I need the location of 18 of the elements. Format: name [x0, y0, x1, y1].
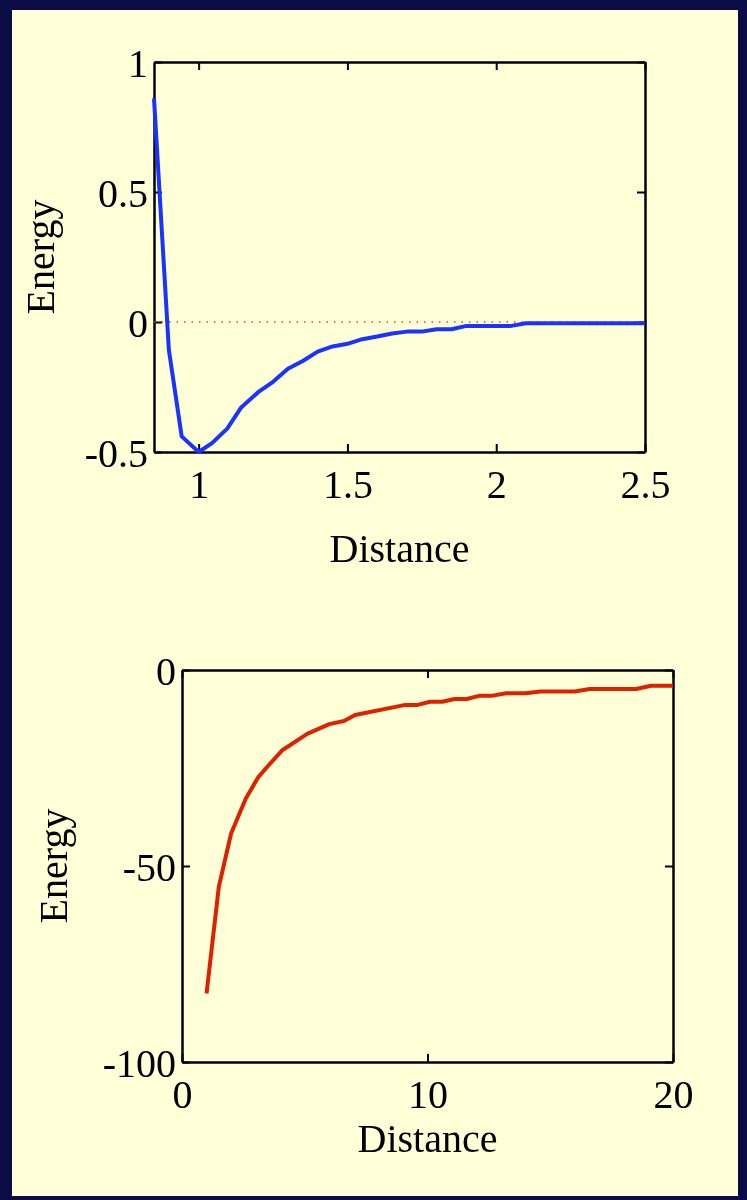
- y-tick-label: -100: [102, 1040, 176, 1086]
- x-tick-label: 1: [189, 462, 210, 508]
- x-tick-label: 20: [653, 1072, 694, 1118]
- x-tick-label: 2.5: [620, 462, 671, 508]
- x-tick-label: 10: [408, 1072, 448, 1118]
- x-axis-title: Distance: [357, 1116, 498, 1161]
- line-series: [204, 683, 675, 996]
- y-tick-label: 1: [128, 40, 148, 86]
- y-tick-label: 0.5: [98, 170, 148, 216]
- y-axis-title: Energy: [31, 808, 76, 924]
- x-tick-label: 1.5: [322, 462, 373, 508]
- x-axis-title: Distance: [329, 526, 470, 571]
- y-tick-label: 0: [156, 648, 176, 694]
- y-axis-title: Energy: [18, 199, 63, 315]
- y-tick-label: -0.5: [84, 430, 148, 476]
- y-tick-label: -50: [122, 844, 176, 890]
- x-tick-label: 2: [486, 462, 507, 508]
- y-tick-label: 0: [128, 300, 148, 346]
